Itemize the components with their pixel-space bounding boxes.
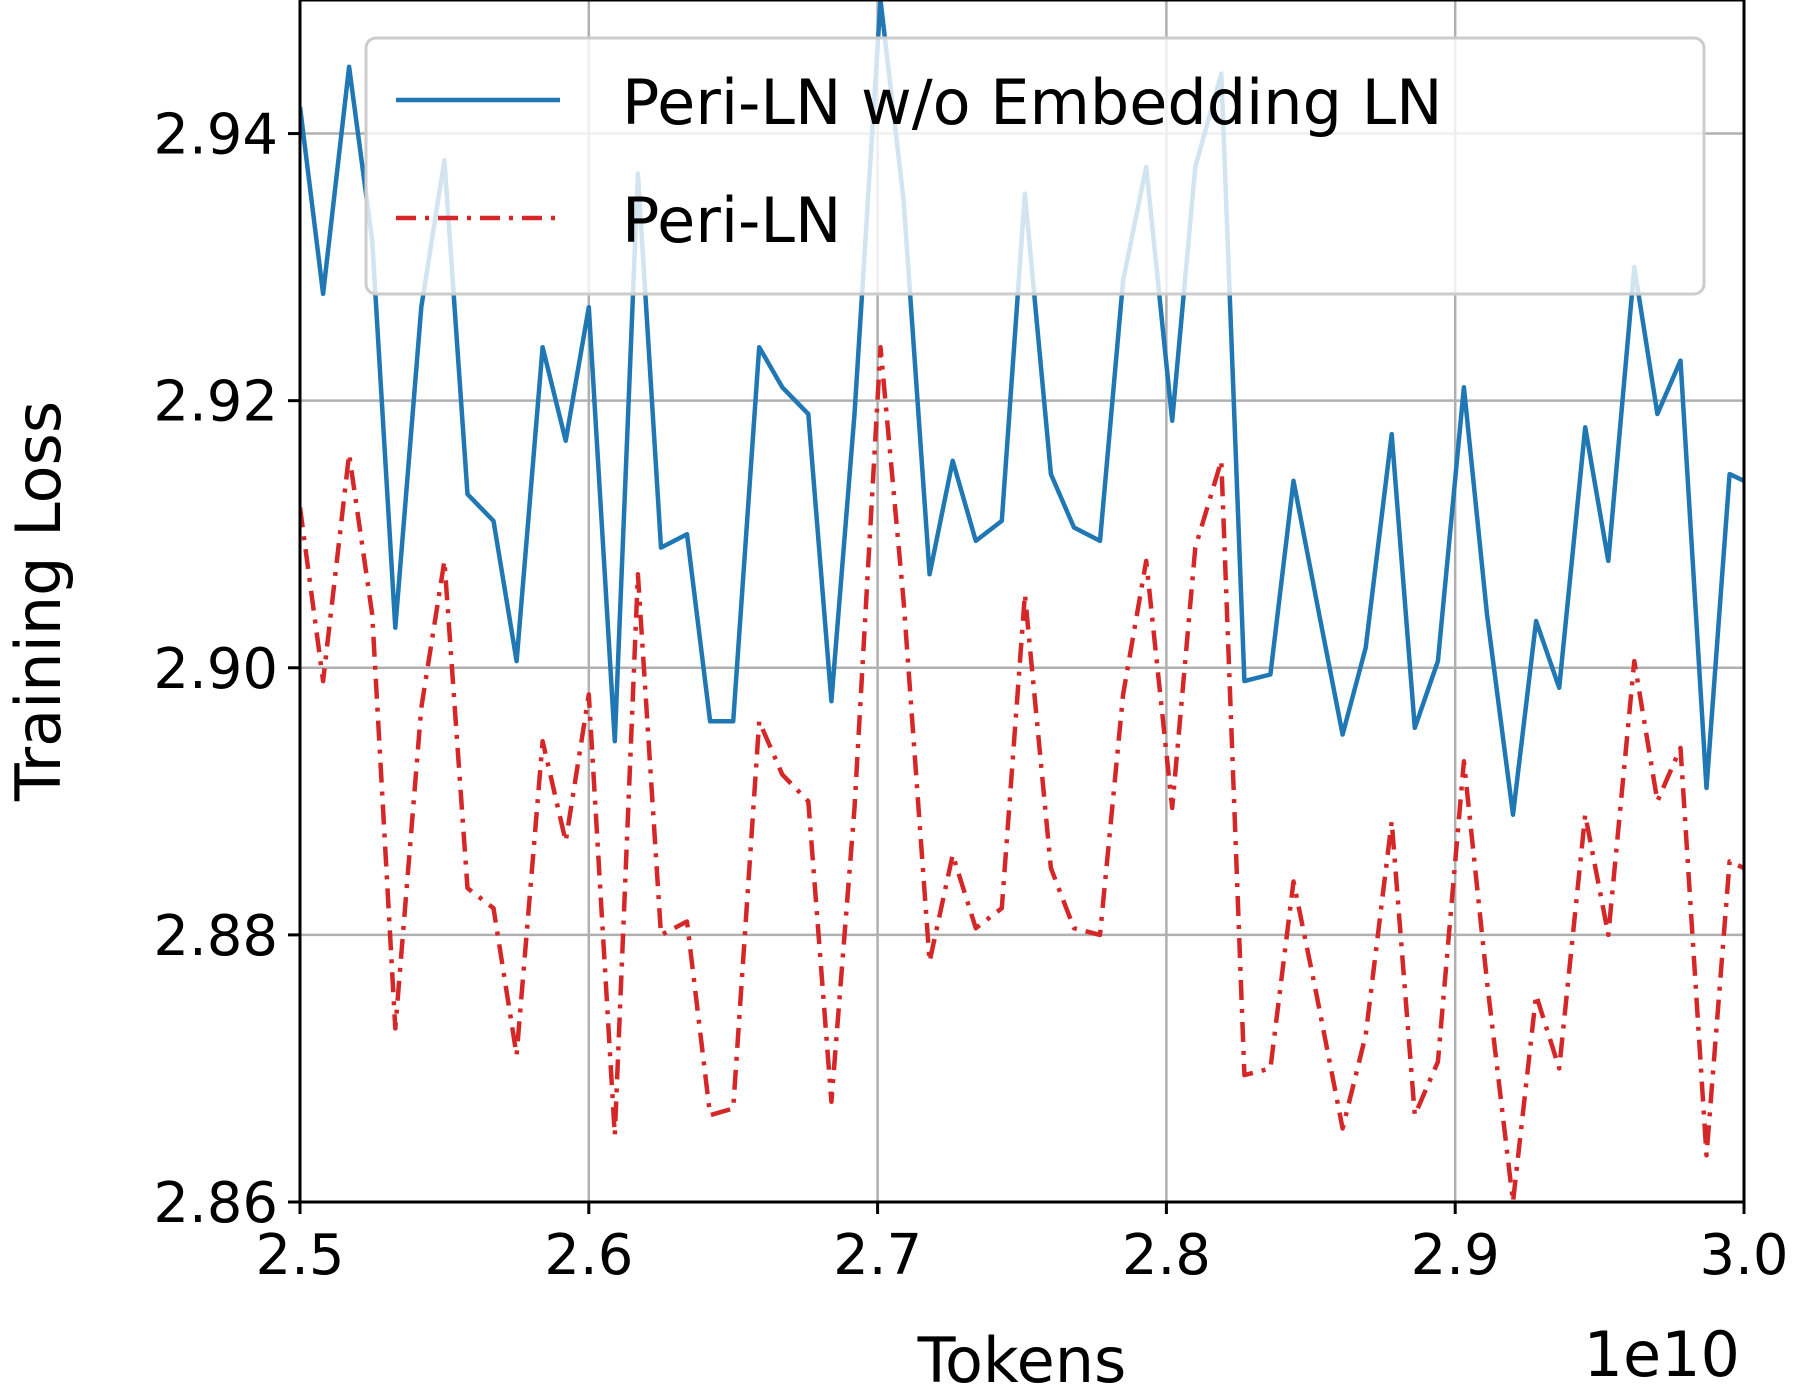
x-tick-label: 2.8 [1122, 1223, 1211, 1288]
legend-label-peri-ln-wo-embedding-ln: Peri-LN w/o Embedding LN [622, 66, 1443, 139]
y-tick-label: 2.90 [153, 637, 278, 702]
legend-label-peri-ln: Peri-LN [622, 184, 841, 257]
plot-frame [298, 0, 1746, 1204]
tick-labels: 2.5 2.6 2.7 2.8 2.9 3.0 2.86 2.88 2.90 2.92 2.94 [153, 103, 1788, 1288]
legend-box [364, 36, 1706, 296]
axis-ticks [288, 132, 1746, 1214]
y-tick-label: 2.92 [153, 370, 278, 435]
x-axis-label: Tokens [917, 1324, 1127, 1397]
x-tick-label: 2.9 [1411, 1223, 1500, 1288]
y-axis-label: Training Loss [2, 401, 75, 802]
x-tick-label: 2.6 [544, 1223, 633, 1288]
x-axis-offset-label: 1e10 [1584, 1318, 1740, 1391]
series-line-peri-ln [300, 344, 1744, 1202]
y-tick-label: 2.94 [153, 103, 278, 168]
y-tick-label: 2.88 [153, 904, 278, 969]
y-tick-label: 2.86 [153, 1171, 278, 1236]
x-tick-label: 3.0 [1699, 1223, 1788, 1288]
x-tick-label: 2.7 [833, 1223, 922, 1288]
legend: Peri-LN w/o Embedding LN Peri-LN [364, 36, 1706, 296]
x-tick-label: 2.5 [255, 1223, 344, 1288]
